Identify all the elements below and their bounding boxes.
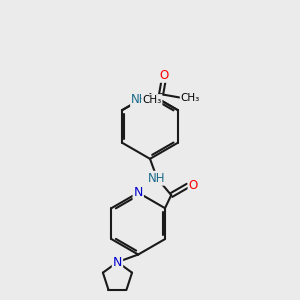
Text: CH₃: CH₃ [142, 95, 162, 105]
Text: NH: NH [131, 93, 148, 106]
Text: O: O [160, 69, 169, 82]
Text: NH: NH [148, 172, 165, 185]
Text: O: O [188, 179, 198, 192]
Text: CH₃: CH₃ [181, 93, 200, 103]
Text: N: N [113, 256, 122, 268]
Text: N: N [134, 186, 143, 199]
